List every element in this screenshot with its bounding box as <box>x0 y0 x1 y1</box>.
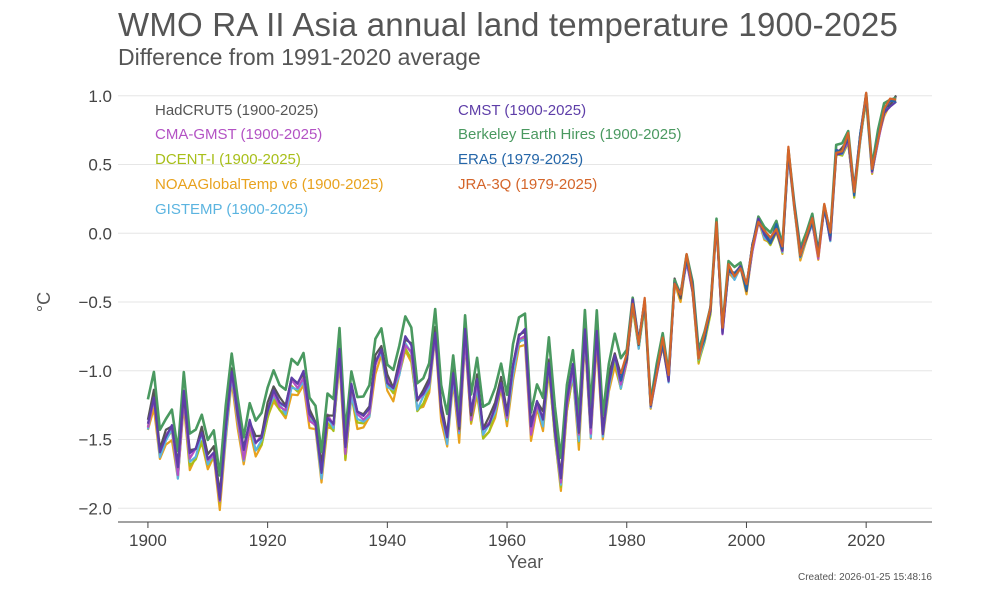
legend-item-1: CMA-GMST (1900-2025) <box>155 126 322 143</box>
y-axis-label: °C <box>34 292 54 312</box>
x-tick-label: 1960 <box>488 531 526 550</box>
series-line-8 <box>619 91 897 406</box>
chart-subtitle: Difference from 1991-2020 average <box>118 44 481 70</box>
y-axis-ticks: 1.0 0.5 0.0 −0.5 −1.0 −1.5 −2.0 <box>78 87 112 519</box>
series-lines <box>146 91 898 512</box>
y-tick-label: 0.5 <box>88 156 112 175</box>
x-tick-label: 1940 <box>368 531 406 550</box>
y-tick-label: −2.0 <box>78 499 112 518</box>
legend-item-5: CMST (1900-2025) <box>458 102 586 119</box>
y-tick-label: 0.0 <box>88 224 112 243</box>
x-tick-label: 1920 <box>249 531 287 550</box>
y-tick-label: 1.0 <box>88 87 112 106</box>
legend-item-8: JRA-3Q (1979-2025) <box>458 176 597 193</box>
y-tick-label: −1.0 <box>78 362 112 381</box>
legend-item-4: GISTEMP (1900-2025) <box>155 201 308 218</box>
legend-item-6: Berkeley Earth Hires (1900-2025) <box>458 126 681 143</box>
x-tick-label: 2000 <box>728 531 766 550</box>
legend-item-0: HadCRUT5 (1900-2025) <box>155 102 318 119</box>
x-axis-label: Year <box>507 552 543 572</box>
y-tick-label: −0.5 <box>78 293 112 312</box>
created-timestamp: Created: 2026-01-25 15:48:16 <box>798 572 932 583</box>
series-line-6 <box>146 92 897 477</box>
x-tick-label: 1900 <box>129 531 167 550</box>
x-tick-label: 2020 <box>847 531 885 550</box>
legend-item-7: ERA5 (1979-2025) <box>458 151 583 168</box>
chart-title: WMO RA II Asia annual land temperature 1… <box>118 6 899 43</box>
legend: HadCRUT5 (1900-2025) CMA-GMST (1900-2025)… <box>155 102 681 218</box>
legend-item-3: NOAAGlobalTemp v6 (1900-2025) <box>155 176 383 193</box>
x-tick-label: 1980 <box>608 531 646 550</box>
legend-item-2: DCENT-I (1900-2025) <box>155 151 301 168</box>
x-axis: 1900 1920 1940 1960 1980 2000 2020 <box>118 521 932 550</box>
series-line-7 <box>619 97 897 407</box>
y-tick-label: −1.5 <box>78 431 112 450</box>
